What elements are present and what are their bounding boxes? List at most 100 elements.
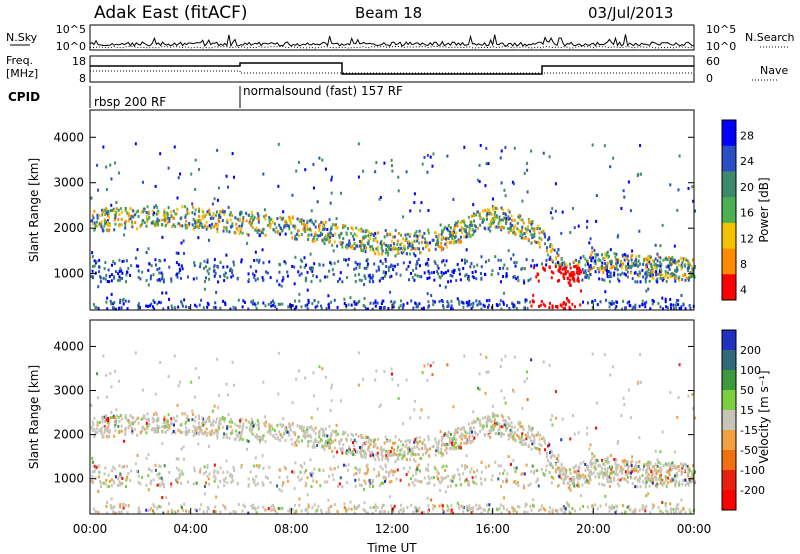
power-cell [615,304,618,308]
power-cell [307,300,310,304]
power-cell [573,279,576,283]
velocity-cell [577,431,580,435]
power-cell [686,259,689,263]
power-cell [188,222,191,226]
velocity-cell [557,453,560,457]
velocity-cell [214,510,217,514]
power-cell [687,263,690,267]
power-cell [647,287,650,291]
power-cell [482,217,485,221]
velocity-cell [363,450,366,454]
velocity-cell [522,443,525,447]
power-cell [358,244,361,248]
power-cell [502,226,505,230]
power-cell [447,304,450,308]
velocity-cell [205,420,208,424]
power-cell [441,274,444,278]
power-cell [145,278,148,282]
velocity-cell [165,496,168,500]
velocity-cell [168,423,171,427]
power-cell [291,236,294,240]
velocity-cell [632,509,635,513]
power-cell [395,272,398,276]
velocity-cell [560,476,563,480]
velocity-cell [530,508,533,512]
power-cell [594,262,597,266]
velocity-cell [659,509,662,513]
power-cell [538,242,541,246]
power-cell [142,219,145,223]
velocity-cell [458,445,461,449]
velocity-cell [401,443,404,447]
power-cell [404,239,407,243]
power-cell [595,194,598,198]
power-cell [358,299,361,303]
power-cell [118,213,121,217]
velocity-cell [330,433,333,437]
power-cell [207,272,210,276]
power-cell [213,258,216,262]
power-cell [102,145,105,149]
velocity-cell [231,428,234,432]
velocity-cell [551,423,554,427]
power-cell [654,262,657,266]
power-cell [199,220,202,224]
velocity-cell [353,452,356,456]
power-cell [277,142,280,146]
velocity-cell [154,429,157,433]
velocity-cell [352,453,355,457]
power-cell [439,276,442,280]
velocity-cell [438,480,441,484]
power-cell [420,251,423,255]
power-cell [645,266,648,270]
velocity-cell [471,434,474,438]
power-cell [648,279,651,283]
power-cell [656,259,659,263]
power-cell [565,265,568,269]
power-cell [635,255,638,259]
velocity-cell [437,451,440,455]
power-cell [538,236,541,240]
velocity-cell [187,418,190,422]
velocity-cell [472,410,475,414]
velocity-cell [372,455,375,459]
power-cell [297,160,300,164]
power-cell [665,279,668,283]
power-cell [311,302,314,306]
velocity-cell [400,440,403,444]
velocity-cell [452,440,455,444]
velocity-cell [588,473,591,477]
velocity-cell [579,507,582,511]
velocity-cell [538,437,541,441]
power-cell [316,237,319,241]
power-cell [549,257,552,261]
power-cell [680,263,683,267]
power-cell [447,223,450,227]
velocity-cell [550,481,553,485]
power-cell [217,186,220,190]
power-cell [313,235,316,239]
power-cell [106,219,109,223]
power-cell [339,191,342,195]
power-cell [636,280,639,284]
power-cell [174,212,177,216]
power-cell [314,231,317,235]
power-cell [129,273,132,277]
power-cell [166,213,169,217]
power-cell [563,276,566,280]
power-cell [158,267,161,271]
velocity-cell [488,503,491,507]
colorbar-swatch [722,222,736,250]
power-cell [459,235,462,239]
power-cell [311,269,314,273]
velocity-cell [256,419,259,423]
velocity-cell [223,419,226,423]
power-cell [290,231,293,235]
velocity-cell [466,508,469,512]
power-cell [324,220,327,224]
power-cell [146,217,149,221]
power-cell [415,230,418,234]
velocity-cell [206,509,209,513]
power-cell [550,244,553,248]
velocity-cell [525,463,528,467]
